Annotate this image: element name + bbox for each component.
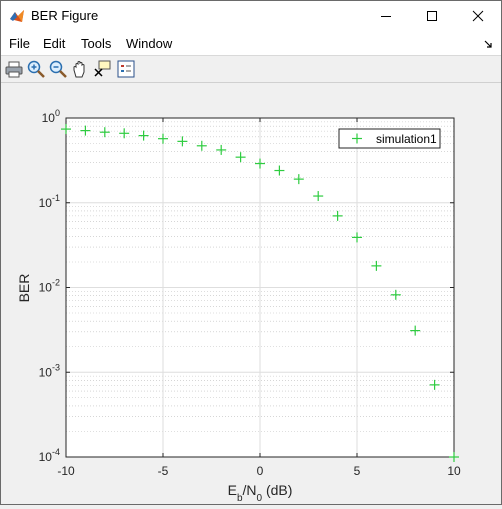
- pan-icon[interactable]: [70, 59, 90, 79]
- data-point[interactable]: [332, 210, 343, 221]
- data-point[interactable]: [119, 128, 130, 139]
- data-point[interactable]: [390, 289, 401, 300]
- menu-tools[interactable]: Tools: [81, 36, 112, 51]
- data-point[interactable]: [293, 174, 304, 185]
- x-tick-label: 5: [354, 464, 361, 478]
- menu-file[interactable]: File: [9, 36, 30, 51]
- data-point[interactable]: [371, 260, 382, 271]
- data-point[interactable]: [449, 452, 459, 462]
- figure-canvas: 100 10-1 10-2 10-3 10-4 -10 -5 0 5 10 BER Eb/N0 …: [1, 83, 501, 504]
- legend-marker: [352, 133, 362, 144]
- y-tick-label: 100: [42, 108, 60, 125]
- minimize-icon: [381, 16, 391, 17]
- y-tick-label: 10-3: [39, 362, 60, 379]
- x-tick-label: -5: [158, 464, 169, 478]
- legend-icon[interactable]: [116, 59, 136, 79]
- close-icon: [472, 10, 484, 22]
- data-cursor-icon[interactable]: [92, 59, 112, 79]
- data-point[interactable]: [61, 124, 71, 135]
- y-tick-label: 10-2: [39, 278, 60, 295]
- data-point[interactable]: [216, 144, 227, 155]
- menu-window[interactable]: Window: [126, 36, 173, 51]
- figure-toolbar: [1, 56, 501, 83]
- data-point[interactable]: [235, 152, 246, 163]
- print-icon[interactable]: [4, 59, 24, 79]
- data-point[interactable]: [255, 158, 265, 169]
- dock-arrow-icon[interactable]: [483, 39, 493, 49]
- maximize-button[interactable]: [409, 1, 455, 31]
- minimize-button[interactable]: [363, 1, 409, 31]
- data-point[interactable]: [352, 232, 362, 243]
- menu-edit[interactable]: Edit: [43, 36, 66, 51]
- data-point[interactable]: [80, 125, 91, 136]
- zoom-in-icon[interactable]: [26, 59, 46, 79]
- y-tick-label: 10-1: [39, 193, 60, 210]
- close-button[interactable]: [455, 1, 501, 31]
- ber-plot[interactable]: 100 10-1 10-2 10-3 10-4 -10 -5 0 5 10 BER Eb/N0 …: [1, 83, 501, 504]
- data-point[interactable]: [138, 130, 149, 141]
- data-point[interactable]: [429, 379, 440, 390]
- x-tick-label: 0: [257, 464, 264, 478]
- data-point[interactable]: [313, 191, 324, 202]
- x-tick-label: -10: [57, 464, 75, 478]
- x-tick-label: 10: [447, 464, 461, 478]
- title-bar[interactable]: BER Figure: [1, 1, 501, 31]
- matlab-icon: [10, 10, 24, 22]
- zoom-out-icon[interactable]: [48, 59, 68, 79]
- maximize-icon: [427, 11, 437, 21]
- data-point[interactable]: [177, 136, 188, 147]
- data-point[interactable]: [99, 127, 110, 138]
- legend[interactable]: simulation1: [338, 128, 441, 149]
- legend-box: [338, 128, 441, 149]
- y-tick-label: 10-4: [39, 447, 60, 464]
- legend-entry-simulation1: simulation1: [376, 132, 437, 146]
- data-point[interactable]: [158, 133, 168, 144]
- menu-bar: File Edit Tools Window: [1, 31, 501, 56]
- window-title: BER Figure: [31, 8, 99, 23]
- y-axis-label: BER: [16, 274, 32, 303]
- x-axis-label: Eb/N0 (dB): [228, 482, 293, 504]
- data-point[interactable]: [410, 325, 421, 336]
- data-point[interactable]: [196, 140, 207, 151]
- data-point[interactable]: [274, 165, 285, 176]
